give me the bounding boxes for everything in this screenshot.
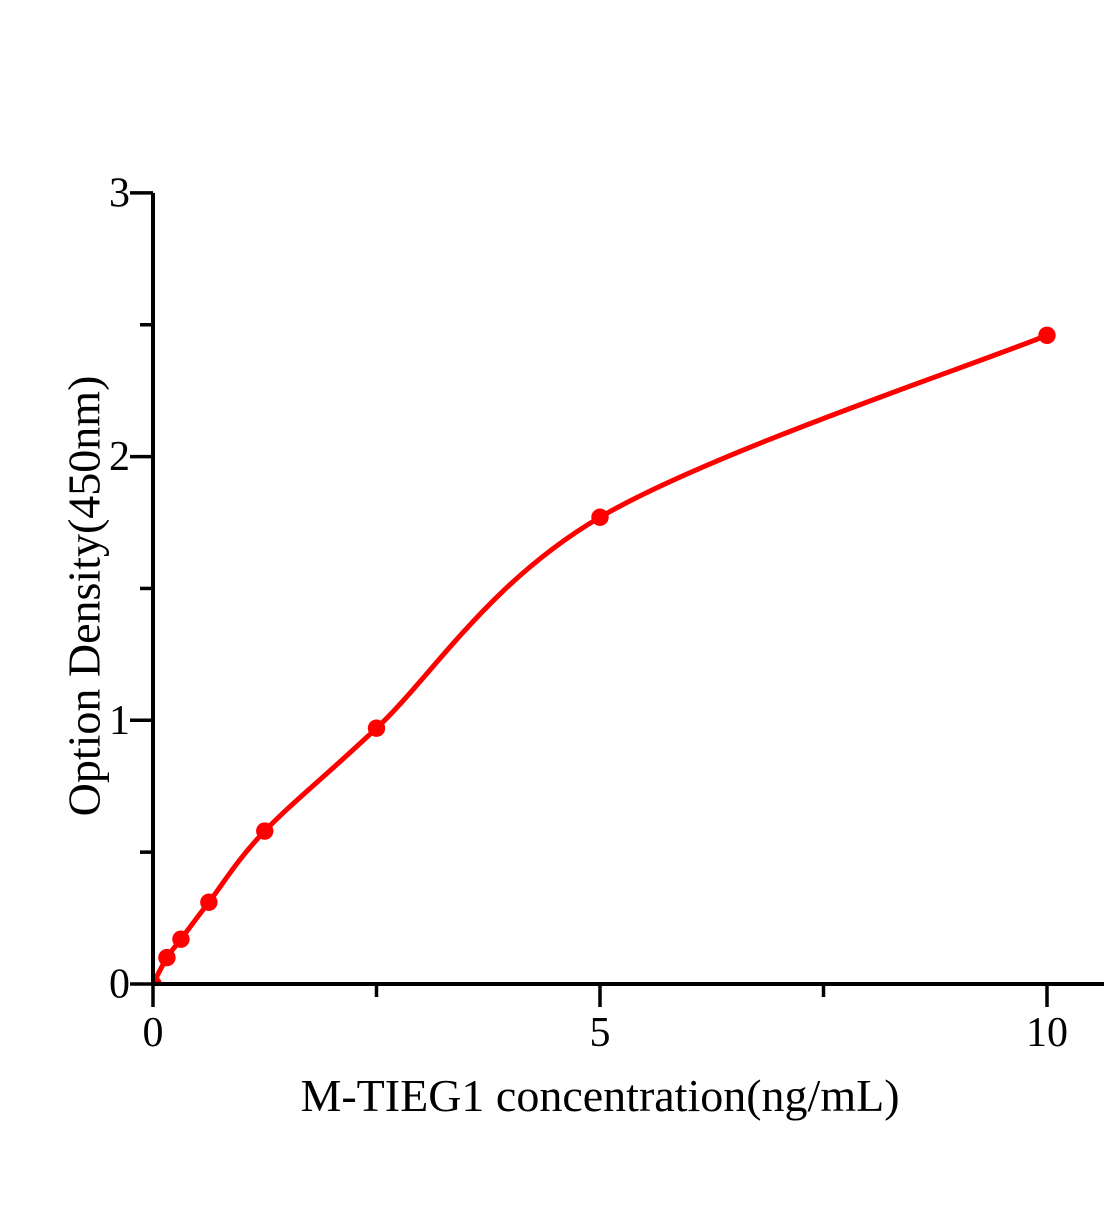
data-point bbox=[153, 975, 162, 984]
axes bbox=[151, 192, 1104, 986]
y-tick-label: 0 bbox=[109, 962, 130, 1008]
data-point bbox=[256, 822, 274, 840]
y-tick-label: 1 bbox=[109, 698, 130, 744]
chart-svg: 0 5 10 0 1 2 3 bbox=[109, 170, 1104, 1056]
y-axis-title: Option Density(450nm) bbox=[58, 375, 110, 817]
data-point bbox=[591, 508, 609, 526]
x-tick-label: 10 bbox=[1026, 1010, 1068, 1056]
x-axis-title: M-TIEG1 concentration(ng/mL) bbox=[300, 1070, 900, 1121]
y-tick-label: 2 bbox=[109, 434, 130, 480]
data-point bbox=[172, 930, 190, 948]
x-tick-label: 5 bbox=[590, 1010, 611, 1056]
data-point bbox=[200, 893, 218, 911]
data-point bbox=[367, 719, 386, 737]
y-tick-label: 3 bbox=[109, 170, 130, 216]
elisa-standard-curve-figure: 0 5 10 0 1 2 3 M-TIEG1 concentration(ng/mL) Op… bbox=[40, 16, 1104, 1216]
data-point bbox=[158, 948, 176, 967]
tick-labels: 0 5 10 0 1 2 3 bbox=[109, 170, 1068, 1056]
x-tick-label: 0 bbox=[143, 1010, 164, 1056]
fit-curve-line bbox=[153, 332, 1048, 984]
data-points bbox=[153, 326, 1056, 984]
plot-area bbox=[153, 326, 1056, 984]
axis-ticks bbox=[130, 191, 1049, 1007]
data-point bbox=[1038, 326, 1056, 344]
